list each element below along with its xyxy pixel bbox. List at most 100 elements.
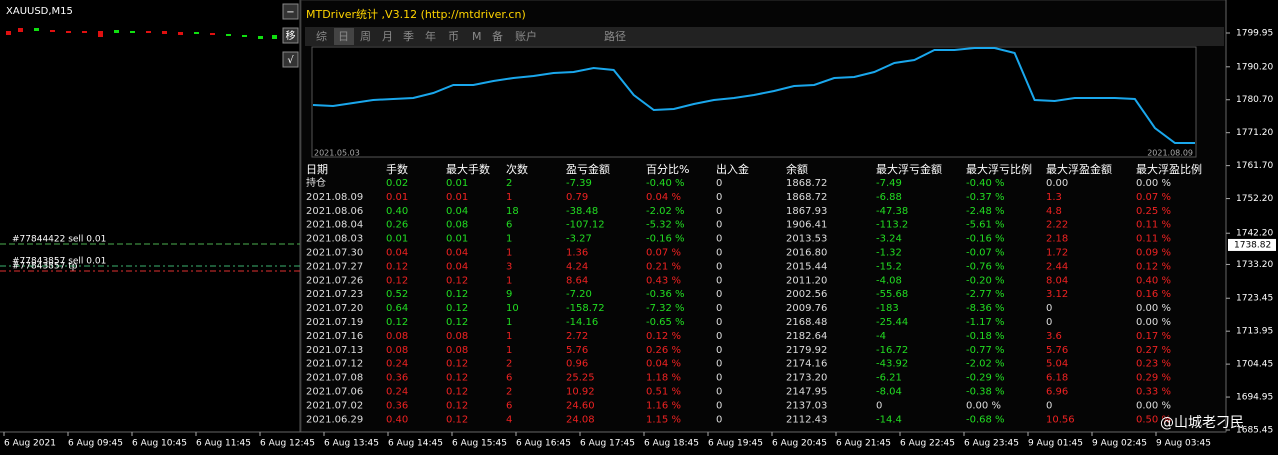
table-cell: 1.3 xyxy=(1046,192,1062,203)
table-cell: 24.08 xyxy=(566,414,595,425)
table-cell: 4.24 xyxy=(566,261,588,272)
pane-button-label[interactable]: √ xyxy=(287,55,294,66)
table-cell: 0 xyxy=(716,206,722,217)
table-cell: -0.16 % xyxy=(966,234,1005,245)
table-cell: 0.12 xyxy=(386,275,408,286)
table-cell: 0.96 xyxy=(566,359,588,370)
table-cell: -3.27 xyxy=(566,234,592,245)
tab[interactable]: 路径 xyxy=(604,30,626,43)
table-cell: -0.76 % xyxy=(966,261,1005,272)
table-cell: 2011.20 xyxy=(786,275,827,286)
pane-button-label[interactable]: − xyxy=(286,7,294,18)
table-cell: 0.23 % xyxy=(1136,359,1171,370)
table-cell: 0.26 xyxy=(386,220,408,231)
table-cell: 9 xyxy=(506,289,512,300)
table-cell: -14.4 xyxy=(876,414,902,425)
table-cell: 2021.07.06 xyxy=(306,387,363,398)
table-cell: 2013.53 xyxy=(786,234,827,245)
order-label: #77843857 tp xyxy=(12,262,78,272)
table-cell: 25.25 xyxy=(566,373,595,384)
table-cell: 2 xyxy=(506,387,512,398)
table-cell: 2015.44 xyxy=(786,261,827,272)
table-cell: -158.72 xyxy=(566,303,605,314)
table-cell: -43.92 xyxy=(876,359,908,370)
price-tick-label: 1780.70 xyxy=(1236,95,1273,105)
table-cell: 0.08 xyxy=(386,345,408,356)
tab[interactable]: 账户 xyxy=(515,29,537,43)
tab[interactable]: 周 xyxy=(360,30,371,43)
time-tick-label: 6 Aug 19:45 xyxy=(708,439,763,449)
price-tick-label: 1761.70 xyxy=(1236,161,1273,171)
table-cell: -14.16 xyxy=(566,317,598,328)
table-cell: 0 xyxy=(716,248,722,259)
table-cell: 0 xyxy=(716,234,722,245)
table-cell: 8.04 xyxy=(1046,275,1068,286)
pane-button[interactable] xyxy=(282,51,299,68)
tab[interactable]: 日 xyxy=(338,30,349,43)
tab[interactable]: 币 xyxy=(448,30,459,43)
time-tick-label: 6 Aug 12:45 xyxy=(260,439,315,449)
pane-button[interactable] xyxy=(282,3,299,20)
tab[interactable]: 月 xyxy=(382,30,393,43)
table-cell: 0 xyxy=(716,192,722,203)
table-cell: 0.01 xyxy=(386,192,408,203)
table-cell: 0.09 % xyxy=(1136,248,1171,259)
table-cell: 0.04 % xyxy=(646,359,681,370)
table-cell: 3.6 xyxy=(1046,331,1062,342)
pane-button[interactable] xyxy=(282,27,299,44)
time-tick-label: 6 Aug 09:45 xyxy=(68,439,123,449)
table-cell: 1 xyxy=(506,248,512,259)
table-cell: 10.56 xyxy=(1046,414,1075,425)
table-cell: 0 xyxy=(716,359,722,370)
table-cell: 1 xyxy=(506,345,512,356)
table-cell: 0.12 xyxy=(446,359,468,370)
table-cell: 1906.41 xyxy=(786,220,827,231)
table-cell: -2.77 % xyxy=(966,289,1005,300)
table-cell: 1 xyxy=(506,275,512,286)
current-price-box xyxy=(1228,238,1276,251)
table-cell: 2021.07.12 xyxy=(306,359,363,370)
table-cell: 0.16 % xyxy=(1136,289,1171,300)
table-cell: -1.32 xyxy=(876,248,902,259)
tab[interactable]: 季 xyxy=(403,30,414,43)
table-cell: -25.44 xyxy=(876,317,908,328)
price-tick-label: 1685.45 xyxy=(1236,425,1273,435)
price-tick-label: 1723.45 xyxy=(1236,294,1273,304)
table-cell: 0 xyxy=(716,400,722,411)
price-tick-label: 1713.95 xyxy=(1236,327,1273,337)
table-cell: 0.24 xyxy=(386,359,408,370)
tab[interactable]: 备 xyxy=(492,29,503,43)
tab[interactable]: 综 xyxy=(316,29,327,43)
equity-chart-frame xyxy=(311,46,1197,158)
table-cell: 0.36 xyxy=(386,373,408,384)
table-cell: 0 xyxy=(716,275,722,286)
table-cell: 0.12 % xyxy=(1136,261,1171,272)
table-cell: -107.12 xyxy=(566,220,605,231)
time-tick-label: 6 Aug 18:45 xyxy=(644,439,699,449)
table-header: 百分比% xyxy=(646,163,689,176)
table-cell: 0.25 % xyxy=(1136,206,1171,217)
table-cell: 2 xyxy=(506,178,512,189)
tab[interactable]: 年 xyxy=(425,29,436,43)
table-cell: 2 xyxy=(506,359,512,370)
table-cell: 0.36 xyxy=(386,400,408,411)
table-cell: 0.08 xyxy=(446,345,468,356)
panel-title: MTDriver统计 ,V3.12 (http://mtdriver.cn) xyxy=(306,8,526,21)
table-cell: 2021.08.06 xyxy=(306,206,363,217)
table-cell: 0 xyxy=(876,400,882,411)
table-cell: 0 xyxy=(716,289,722,300)
table-cell: 0.12 xyxy=(446,317,468,328)
active-tab[interactable] xyxy=(334,28,354,45)
table-header: 盈亏金额 xyxy=(566,162,610,176)
table-cell: 4.8 xyxy=(1046,206,1062,217)
tab[interactable]: M xyxy=(472,30,482,43)
pane-button-label[interactable]: 移 xyxy=(286,29,296,42)
table-cell: 0.52 xyxy=(386,289,408,300)
time-tick-label: 9 Aug 03:45 xyxy=(1156,439,1211,449)
table-cell: -5.61 % xyxy=(966,220,1005,231)
time-tick-label: 6 Aug 13:45 xyxy=(324,439,379,449)
table-cell: 0.12 xyxy=(446,414,468,425)
tab-bar xyxy=(305,27,1224,46)
table-cell: 0 xyxy=(716,331,722,342)
table-header: 最大手数 xyxy=(446,162,490,176)
